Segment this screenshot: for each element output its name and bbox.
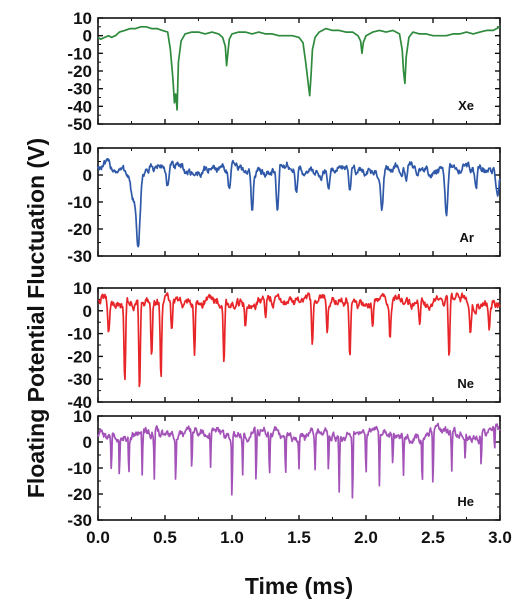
- y-tick-label: 0: [83, 166, 92, 185]
- y-tick-label: -20: [67, 220, 92, 239]
- panel-he: 10 0 -10 -20 -300.0 0.5 1.0 1.5 2.0 2.5 3.0 He: [67, 407, 511, 547]
- x-axis-label: Time (ms): [245, 573, 353, 599]
- y-tick-label: -40: [67, 97, 92, 116]
- y-tick-label: 10: [73, 9, 92, 28]
- series-line-ne: [97, 292, 501, 388]
- series-line-xe: [97, 25, 501, 111]
- y-tick-label: -20: [67, 62, 92, 81]
- panels: 100-10-20-30-40-50Xe100-10-20-30Ar100-10…: [67, 9, 511, 547]
- x-tick-label: 0.5: [153, 528, 177, 547]
- x-tick-label: 1.5: [287, 528, 311, 547]
- y-tick-label: 0: [83, 433, 92, 452]
- y-tick-label: -30: [67, 511, 92, 530]
- y-tick-label: -30: [67, 80, 92, 99]
- series-line-ar: [97, 157, 501, 248]
- plot-frame: [97, 147, 501, 257]
- y-tick-label: -10: [67, 325, 92, 344]
- x-tick-label: 0.0: [86, 528, 110, 547]
- x-tick-label: 1.0: [220, 528, 244, 547]
- y-tick-label: -50: [67, 115, 92, 134]
- y-tick-label: -30: [67, 247, 92, 266]
- panel-label: He: [457, 494, 474, 509]
- y-tick-label: -30: [67, 370, 92, 389]
- y-axis-label: Floating Potential Fluctuation (V): [23, 138, 49, 498]
- y-tick-label: 0: [83, 302, 92, 321]
- y-tick-label: -10: [67, 459, 92, 478]
- y-tick-label: -40: [67, 393, 92, 412]
- y-tick-label: -20: [67, 485, 92, 504]
- panel-label: Xe: [458, 98, 474, 113]
- panel-label: Ar: [460, 230, 474, 245]
- y-tick-label: 10: [73, 279, 92, 298]
- plot-frame: [97, 17, 501, 125]
- panel-ne: 10 0 -10 -20 -30 -40 Ne: [67, 279, 501, 412]
- x-tick-label: 2.0: [354, 528, 378, 547]
- y-tick-label: 10: [73, 139, 92, 158]
- y-tick-label: -20: [67, 347, 92, 366]
- panel-ar: 10 0 -10 -20 -30 Ar: [67, 139, 501, 266]
- x-tick-label: 3.0: [488, 528, 512, 547]
- y-tick-label: 0: [83, 27, 92, 46]
- panel-xe: 100-10-20-30-40-50 Xe: [67, 9, 501, 134]
- y-tick-label: -10: [67, 44, 92, 63]
- x-tick-label: 2.5: [421, 528, 445, 547]
- series-line-he: [97, 422, 501, 499]
- y-tick-label: -10: [67, 193, 92, 212]
- y-tick-label: 10: [73, 407, 92, 426]
- panel-label: Ne: [457, 376, 474, 391]
